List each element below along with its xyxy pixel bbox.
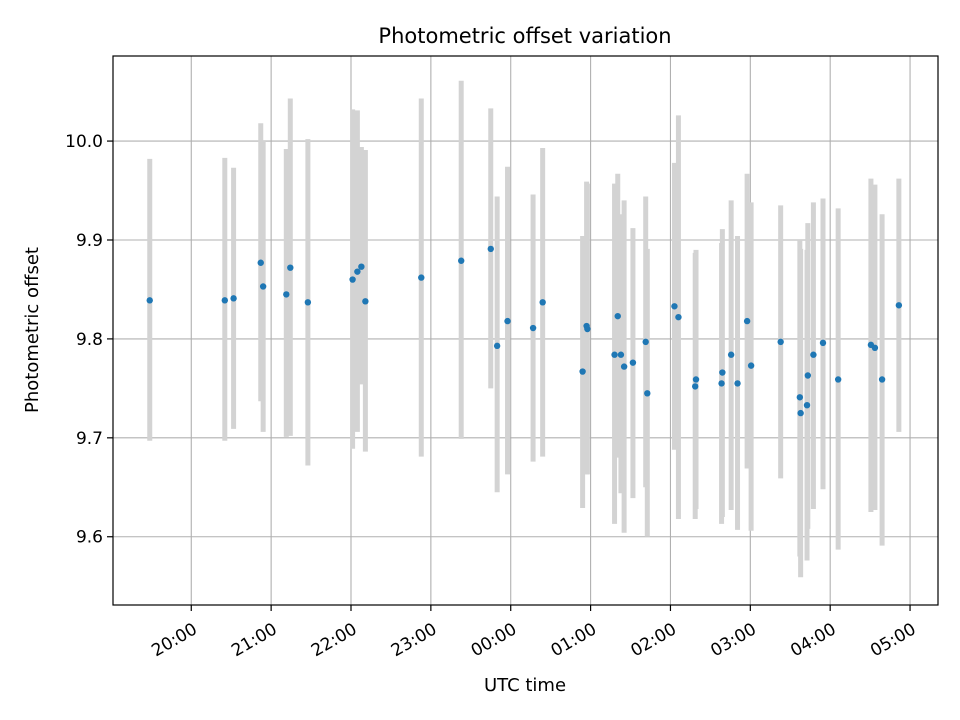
data-point [895,302,903,309]
data-point [692,383,699,390]
x-tick-label: 00:00 [468,619,520,661]
data-point [743,317,751,325]
y-tick-label: 9.7 [76,429,103,449]
data-point [584,325,591,333]
errorbars [147,80,902,578]
data-point [146,297,153,304]
x-tick-label: 04:00 [787,619,839,661]
y-tick-label: 9.8 [76,330,103,350]
data-point [804,372,812,379]
x-tick-label: 03:00 [707,619,759,661]
data-point [719,369,726,376]
data-point [727,351,735,358]
data-point [230,295,237,302]
data-point [718,380,725,387]
data-point [611,351,618,358]
data-point [629,359,637,366]
x-tick-label: 05:00 [867,619,919,661]
data-point [221,297,229,304]
data-point [539,299,546,306]
data-point [354,268,361,275]
data-point [642,338,649,346]
data-point [257,259,264,266]
x-axis-ticks: 20:00 21:00 22:00 23:00 00:00 01:00 02:00 03:00… [148,605,920,661]
data-point [304,299,312,306]
data-point [287,264,294,271]
x-tick-label: 23:00 [388,619,440,661]
data-point [579,368,586,375]
data-point [504,317,511,325]
x-tick-label: 02:00 [628,619,680,661]
data-point [878,376,886,383]
data-point [358,263,365,270]
data-point [734,380,741,387]
data-point [797,409,804,417]
data-point [259,283,267,290]
chart-title: Photometric offset variation [378,24,671,48]
data-point [493,342,501,350]
data-point [614,312,621,320]
data-point [810,351,817,358]
plot-frame [112,55,939,606]
y-axis-label: Photometric offset [22,247,43,413]
x-tick-label: 21:00 [228,619,280,661]
data-point [747,362,755,369]
y-tick-label: 9.9 [76,231,103,251]
data-point [458,257,465,264]
data-point [362,298,369,305]
data-point [283,291,290,298]
data-point [692,376,700,383]
data-point [617,351,625,358]
data-point [871,344,879,352]
data-point [819,339,827,347]
data-point [529,324,537,332]
data-point [796,394,804,401]
x-tick-label: 22:00 [308,619,360,661]
data-point [349,276,356,283]
data-point [834,376,842,383]
x-tick-label: 20:00 [148,619,200,661]
data-point [675,313,682,321]
y-tick-label: 9.6 [76,528,103,548]
x-tick-label: 01:00 [548,619,600,661]
data-point [671,303,678,310]
y-tick-label: 10.0 [65,132,103,152]
data-point [487,245,494,253]
data-point [777,338,784,346]
data-point [620,363,628,370]
data-points [146,245,903,417]
data-point [644,390,651,397]
data-point [803,401,811,409]
data-point [418,274,425,281]
x-axis-label: UTC time [484,675,566,696]
y-axis-ticks: 9.6 9.7 9.8 9.9 10.0 [65,132,113,548]
